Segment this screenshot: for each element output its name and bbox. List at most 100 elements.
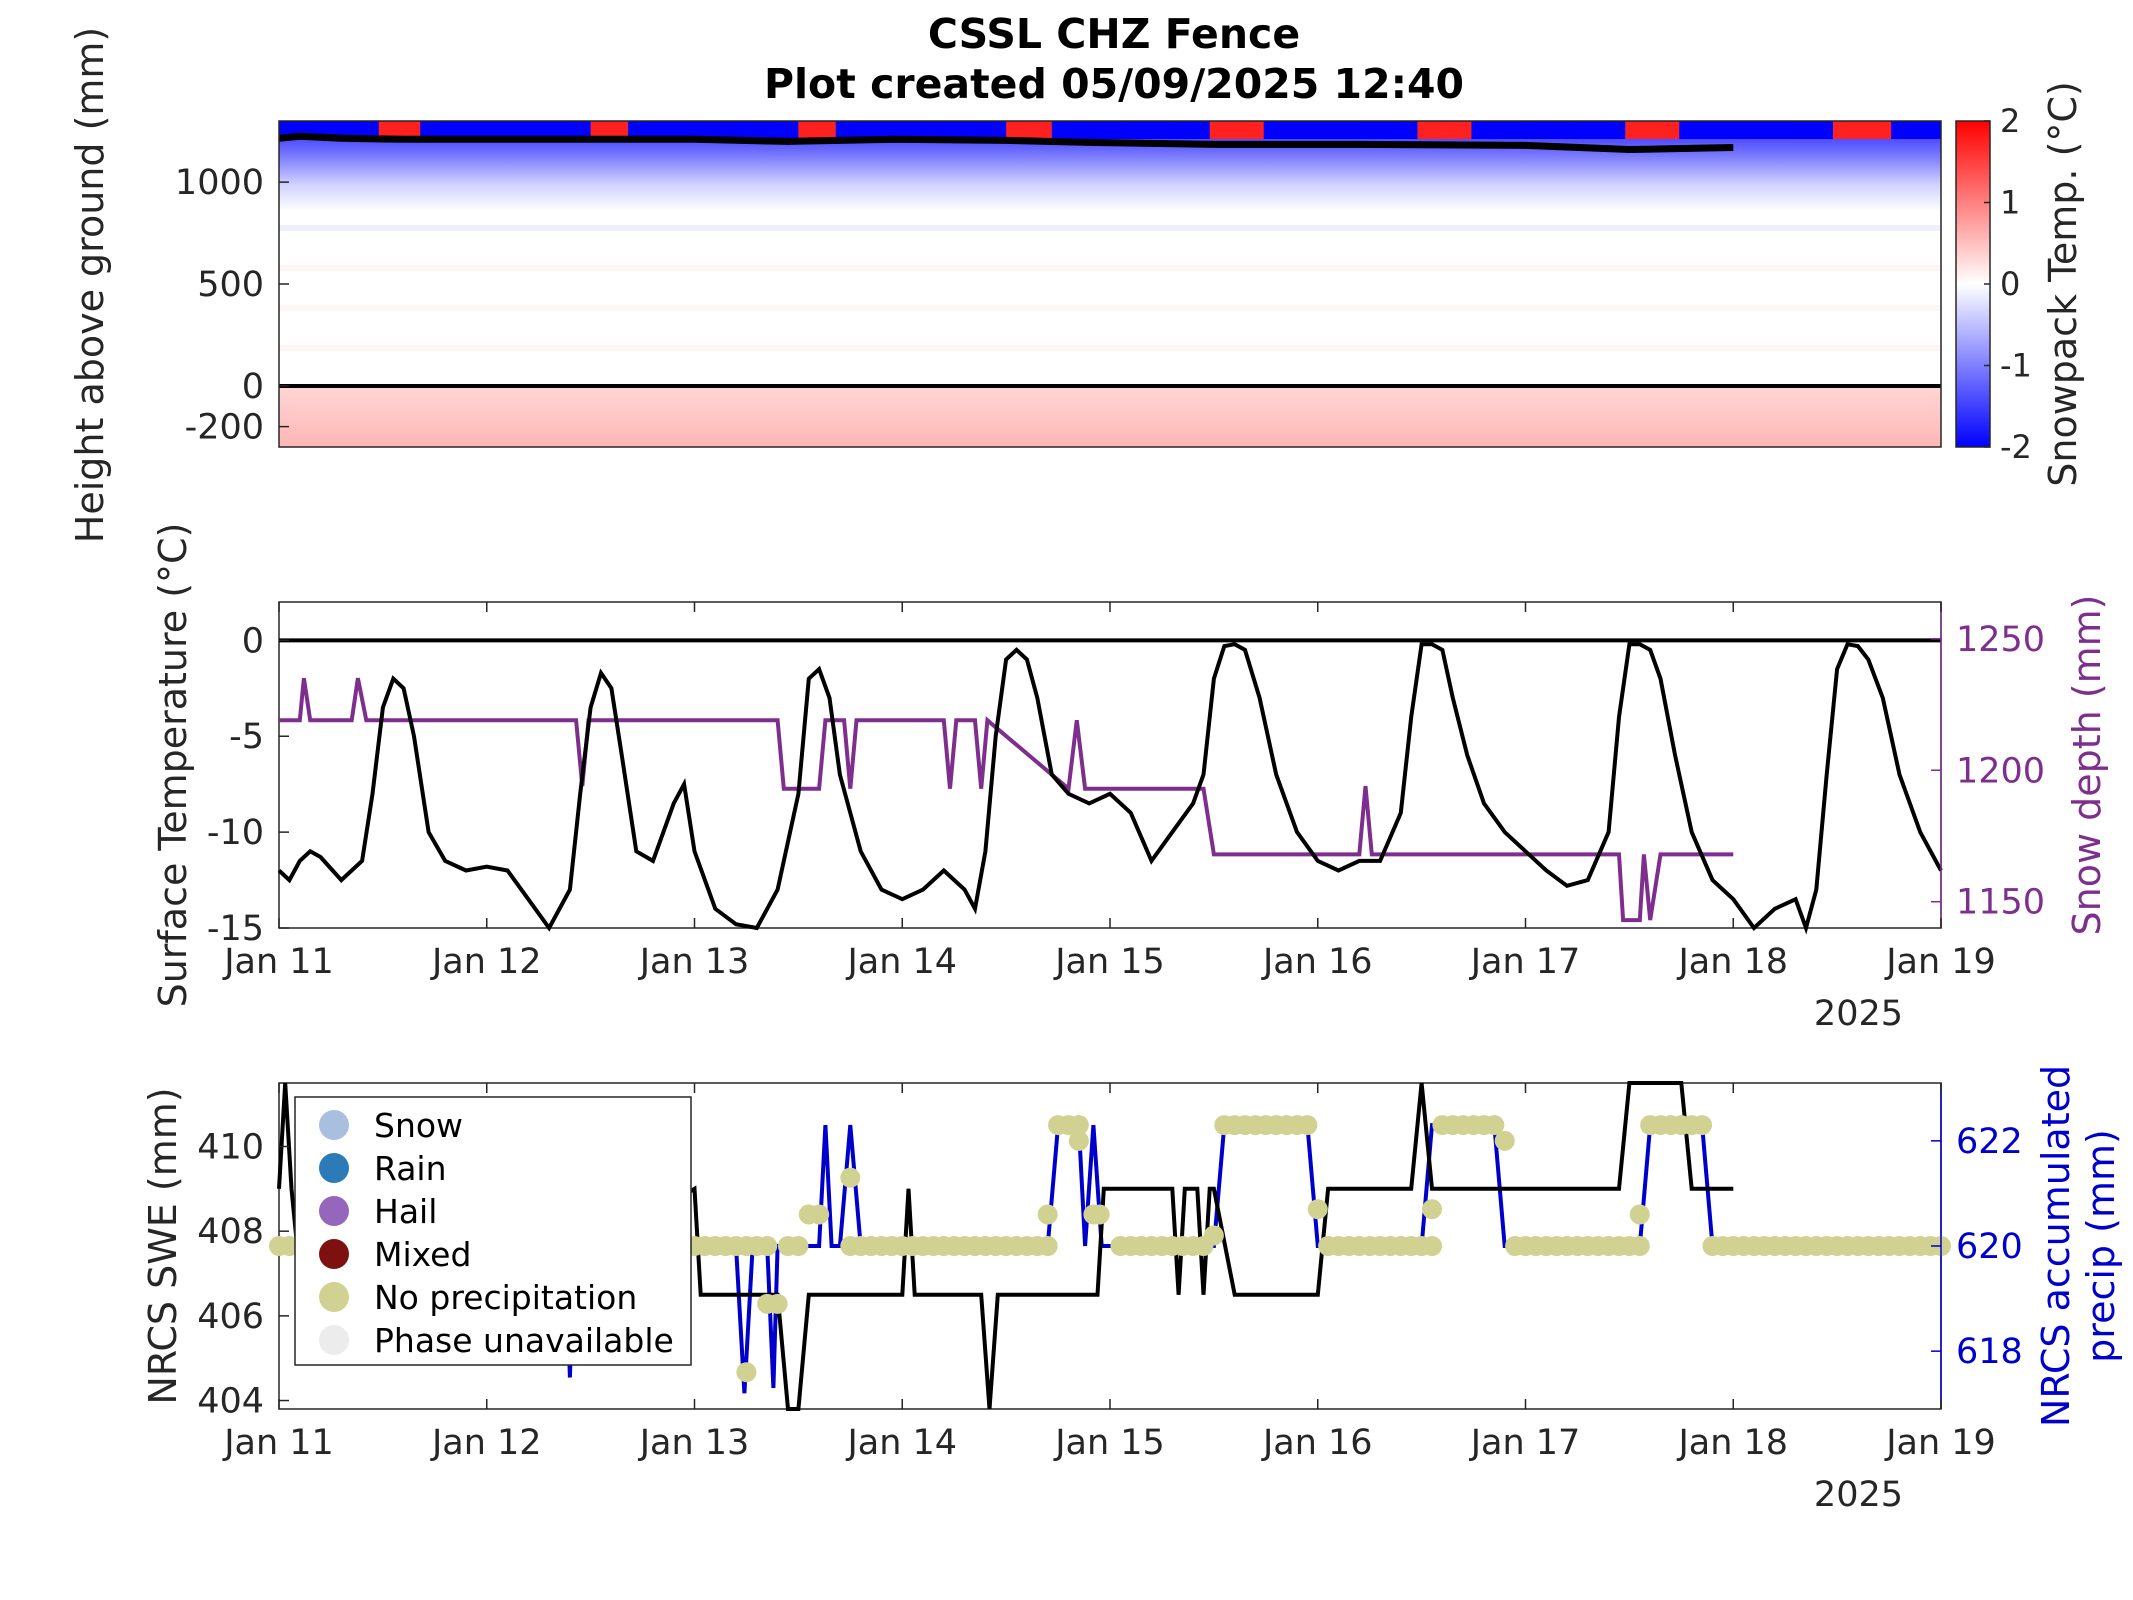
legend-box [294, 1096, 692, 1366]
no-precip-marker [840, 1167, 861, 1188]
colorbar-tick-label: -2 [2000, 428, 2032, 466]
panel2-y2-tick-label: 1200 [1956, 751, 2045, 791]
panel3-year-label: 2025 [1814, 1475, 1903, 1515]
panel2-left-y-ticks: 0 -5 -10 -15 [207, 621, 289, 949]
no-precip-marker [1068, 1130, 1089, 1151]
panel2-y-tick-label: -10 [207, 813, 264, 853]
panel2-x-tick-label: Jan 15 [1053, 942, 1165, 982]
panel3-x-ticks: Jan 11 Jan 12 Jan 13 Jan 14 Jan 15 Jan 16 Jan … [222, 1083, 1996, 1463]
panel3-x-tick-label: Jan 19 [1884, 1423, 1996, 1463]
legend-label: Snow [374, 1106, 463, 1145]
panel2-y2-tick-label: 1250 [1956, 620, 2045, 660]
panel3-y-label: NRCS SWE (mm) [141, 1087, 185, 1404]
colorbar-tick-label: 0 [2000, 265, 2020, 303]
chart-title-line2: Plot created 05/09/2025 12:40 [764, 60, 1464, 108]
panel3-x-tick-label: Jan 17 [1469, 1423, 1581, 1463]
panel2-x-tick-label: Jan 14 [845, 942, 957, 982]
no-precip-marker [767, 1293, 788, 1314]
legend-marker [319, 1196, 349, 1226]
colorbar-tick-label: -1 [2000, 347, 2032, 385]
panel2-right-y-ticks: 1250 1200 1150 [1931, 602, 2045, 928]
no-precip-marker [1494, 1130, 1515, 1151]
panel3-x-tick-label: Jan 14 [845, 1423, 957, 1463]
heatmap-y-label: Height above ground (mm) [68, 27, 112, 544]
panel2-x-tick-label: Jan 13 [638, 942, 750, 982]
chart-title-line1: CSSL CHZ Fence [928, 10, 1300, 58]
legend-marker [319, 1325, 349, 1355]
panel3-x-tick-label: Jan 13 [638, 1423, 750, 1463]
panel3-y-tick-label: 408 [197, 1212, 264, 1252]
no-precip-marker [1068, 1115, 1089, 1136]
snow-surface-line [278, 132, 1734, 154]
legend-marker [319, 1239, 349, 1269]
panel3-x-tick-label: Jan 15 [1053, 1423, 1165, 1463]
colorbar-ticks: 2 1 0 -1 -2 [1984, 102, 2032, 466]
panel3-x-tick-label: Jan 16 [1261, 1423, 1373, 1463]
no-precip-marker [1422, 1236, 1443, 1256]
panel3-y2-tick-label: 618 [1956, 1332, 2023, 1372]
panel2-y-tick-label: -5 [229, 717, 264, 757]
heatmap-y-ticks: 1000 500 0-200 [175, 163, 289, 448]
snowpack-top-band [279, 121, 1941, 139]
warm-patch [1209, 121, 1264, 139]
panel3-x-tick-label: Jan 18 [1676, 1423, 1788, 1463]
panel3-y2-tick-label: 620 [1956, 1227, 2023, 1267]
panel2-y-tick-label: 0 [242, 621, 264, 661]
panel2-y-label: Surface Temperature (°C) [151, 523, 195, 1008]
legend-label: Hail [374, 1192, 437, 1231]
no-precip-marker [1037, 1204, 1058, 1225]
panel3-y2-tick-label: 622 [1956, 1122, 2023, 1162]
surface-temperature-series [277, 641, 1943, 935]
no-precip-marker [1203, 1225, 1224, 1246]
no-precip-marker [1297, 1115, 1318, 1136]
soil-layer [279, 388, 1941, 447]
colorbar-tick-label: 2 [2000, 102, 2020, 140]
colorbar-label: Snowpack Temp. (°C) [2041, 81, 2085, 487]
legend-label: Rain [374, 1149, 447, 1188]
legend-label: Mixed [374, 1235, 471, 1274]
panel2-frame [278, 601, 1942, 929]
panel2-y2-tick-label: 1150 [1956, 883, 2045, 923]
panel2-x-tick-label: Jan 11 [222, 942, 334, 982]
warm-patch [798, 121, 836, 139]
legend-marker [319, 1282, 349, 1312]
panel2-x-tick-label: Jan 16 [1261, 942, 1373, 982]
no-precip-marker [1629, 1204, 1650, 1225]
no-precip-marker [1484, 1115, 1505, 1136]
warm-patch [590, 121, 629, 139]
no-precip-marker [809, 1204, 830, 1225]
no-precip-marker [788, 1236, 809, 1256]
panel2-x-tick-label: Jan 12 [430, 942, 542, 982]
warm-patch [1625, 121, 1680, 139]
no-precip-marker [1422, 1199, 1443, 1220]
panel3-right-y-ticks: 622 620 618 [1931, 1083, 2023, 1409]
panel3-y2-label-line2: precip (mm) [2079, 1129, 2123, 1363]
precip-phase-legend: Snow Rain Hail Mixed No precipitation Phase u… [294, 1096, 692, 1366]
panel2-y2-label: Snow depth (mm) [2065, 595, 2109, 936]
heatmap-y-tick-label: 500 [197, 265, 264, 305]
panel3-y-tick-label: 406 [197, 1297, 264, 1337]
legend-label: Phase unavailable [374, 1321, 674, 1360]
warm-patch [378, 121, 421, 139]
legend-marker [319, 1153, 349, 1183]
warm-surface-patches [378, 121, 1892, 139]
panel2-x-tick-label: Jan 19 [1884, 942, 1996, 982]
panel3-left-y-ticks: 410 408 406 404 [197, 1128, 289, 1422]
panel3-y-tick-label: 410 [197, 1128, 264, 1168]
warm-patch [1417, 121, 1472, 139]
panel2-year-label: 2025 [1814, 994, 1903, 1034]
panel3-x-tick-label: Jan 11 [222, 1423, 334, 1463]
panel3-x-tick-label: Jan 12 [430, 1423, 542, 1463]
no-precip-marker [1089, 1204, 1110, 1225]
heatmap-y-tick-label: 0 [242, 367, 264, 407]
snow-depth-series [279, 677, 1734, 923]
warm-patch [1006, 121, 1052, 139]
no-precip-marker [1692, 1115, 1713, 1136]
no-precip-marker [757, 1236, 778, 1256]
no-precip-marker [1307, 1199, 1328, 1220]
no-precip-marker [1037, 1236, 1058, 1256]
